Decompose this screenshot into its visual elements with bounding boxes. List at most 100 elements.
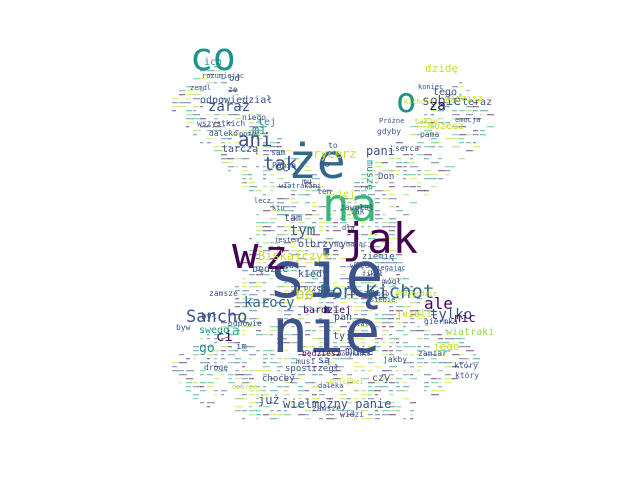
filler-word-mark — [473, 362, 479, 364]
word-cloud-word: ale — [424, 294, 453, 313]
filler-word-mark — [438, 170, 445, 172]
filler-word-mark — [333, 250, 338, 252]
filler-word-mark — [242, 130, 248, 132]
filler-word-mark — [368, 194, 375, 196]
word-cloud-word: dobrze — [232, 383, 258, 391]
filler-word-mark — [214, 362, 217, 364]
filler-word-mark — [431, 142, 439, 144]
filler-word-mark — [235, 318, 240, 320]
filler-word-mark — [284, 242, 291, 244]
filler-word-mark — [298, 318, 304, 320]
filler-word-mark — [445, 382, 451, 384]
filler-word-mark — [368, 358, 373, 360]
filler-word-mark — [396, 206, 399, 208]
filler-word-mark — [193, 394, 199, 396]
filler-word-mark — [361, 394, 369, 396]
filler-word-mark — [417, 154, 424, 156]
filler-word-mark — [410, 286, 413, 288]
word-cloud-word: tak — [263, 153, 298, 175]
filler-word-mark — [375, 302, 380, 304]
filler-word-mark — [410, 418, 413, 420]
filler-word-mark — [298, 378, 302, 380]
filler-word-mark — [459, 98, 467, 100]
filler-word-mark — [340, 278, 348, 280]
filler-word-mark — [333, 418, 337, 420]
filler-word-mark — [375, 182, 378, 184]
filler-word-mark — [375, 322, 383, 324]
filler-word-mark — [410, 166, 418, 168]
filler-word-mark — [361, 174, 367, 176]
word-cloud-word: odpowie — [228, 319, 262, 328]
filler-word-mark — [410, 322, 415, 324]
filler-word-mark — [291, 290, 297, 292]
filler-word-mark — [284, 166, 287, 168]
filler-word-mark — [193, 358, 196, 360]
word-cloud-word: bardziej — [303, 305, 352, 316]
word-cloud-word: daleka — [318, 382, 344, 390]
filler-word-mark — [340, 258, 348, 260]
filler-word-mark — [284, 342, 290, 344]
filler-word-mark — [298, 254, 301, 256]
filler-word-mark — [291, 190, 297, 192]
filler-word-mark — [326, 338, 329, 340]
filler-word-mark — [207, 374, 213, 376]
filler-word-mark — [256, 138, 263, 140]
filler-word-mark — [410, 290, 414, 292]
filler-word-mark — [312, 370, 316, 372]
filler-word-mark — [375, 190, 383, 192]
filler-word-mark — [298, 350, 302, 352]
word-cloud-word: był — [201, 312, 218, 322]
filler-word-mark — [368, 282, 375, 284]
filler-word-mark — [459, 358, 466, 360]
filler-word-mark — [438, 386, 442, 388]
filler-word-mark — [396, 410, 400, 412]
filler-word-mark — [382, 162, 388, 164]
filler-word-mark — [263, 230, 271, 232]
word-cloud-word: klał — [352, 320, 369, 328]
filler-word-mark — [263, 170, 271, 172]
filler-word-mark — [396, 350, 402, 352]
word-cloud-word: będziesz — [302, 349, 341, 358]
filler-word-mark — [326, 358, 330, 360]
filler-word-mark — [277, 214, 284, 216]
filler-word-mark — [424, 386, 429, 388]
filler-word-mark — [459, 138, 464, 140]
filler-word-mark — [417, 302, 420, 304]
filler-word-mark — [375, 234, 378, 236]
filler-word-mark — [284, 286, 290, 288]
filler-word-mark — [375, 346, 381, 348]
filler-word-mark — [305, 262, 313, 264]
filler-word-mark — [361, 326, 368, 328]
filler-word-mark — [249, 382, 252, 384]
word-cloud-word: serca — [395, 144, 420, 153]
filler-word-mark — [179, 362, 187, 364]
filler-word-mark — [263, 414, 269, 416]
filler-word-mark — [424, 334, 429, 336]
word-cloud-word: była — [318, 288, 335, 296]
filler-word-mark — [410, 318, 414, 320]
filler-word-mark — [333, 298, 336, 300]
filler-word-mark — [333, 210, 336, 212]
filler-word-mark — [186, 94, 194, 96]
filler-word-mark — [361, 282, 369, 284]
filler-word-mark — [382, 342, 386, 344]
filler-word-mark — [221, 338, 225, 340]
filler-word-mark — [256, 134, 260, 136]
filler-word-mark — [354, 310, 360, 312]
filler-word-mark — [396, 162, 402, 164]
filler-word-mark — [389, 282, 392, 284]
filler-word-mark — [284, 170, 288, 172]
word-cloud-word: od — [229, 74, 240, 84]
filler-word-mark — [291, 406, 299, 408]
filler-word-mark — [270, 146, 278, 148]
filler-word-mark — [452, 378, 458, 380]
filler-word-mark — [431, 186, 437, 188]
filler-word-mark — [438, 106, 443, 108]
filler-word-mark — [361, 194, 366, 196]
word-cloud-word: Próżne — [379, 117, 405, 125]
filler-word-mark — [305, 418, 310, 420]
filler-word-mark — [249, 310, 257, 312]
filler-word-mark — [291, 210, 294, 212]
filler-word-mark — [424, 374, 431, 376]
